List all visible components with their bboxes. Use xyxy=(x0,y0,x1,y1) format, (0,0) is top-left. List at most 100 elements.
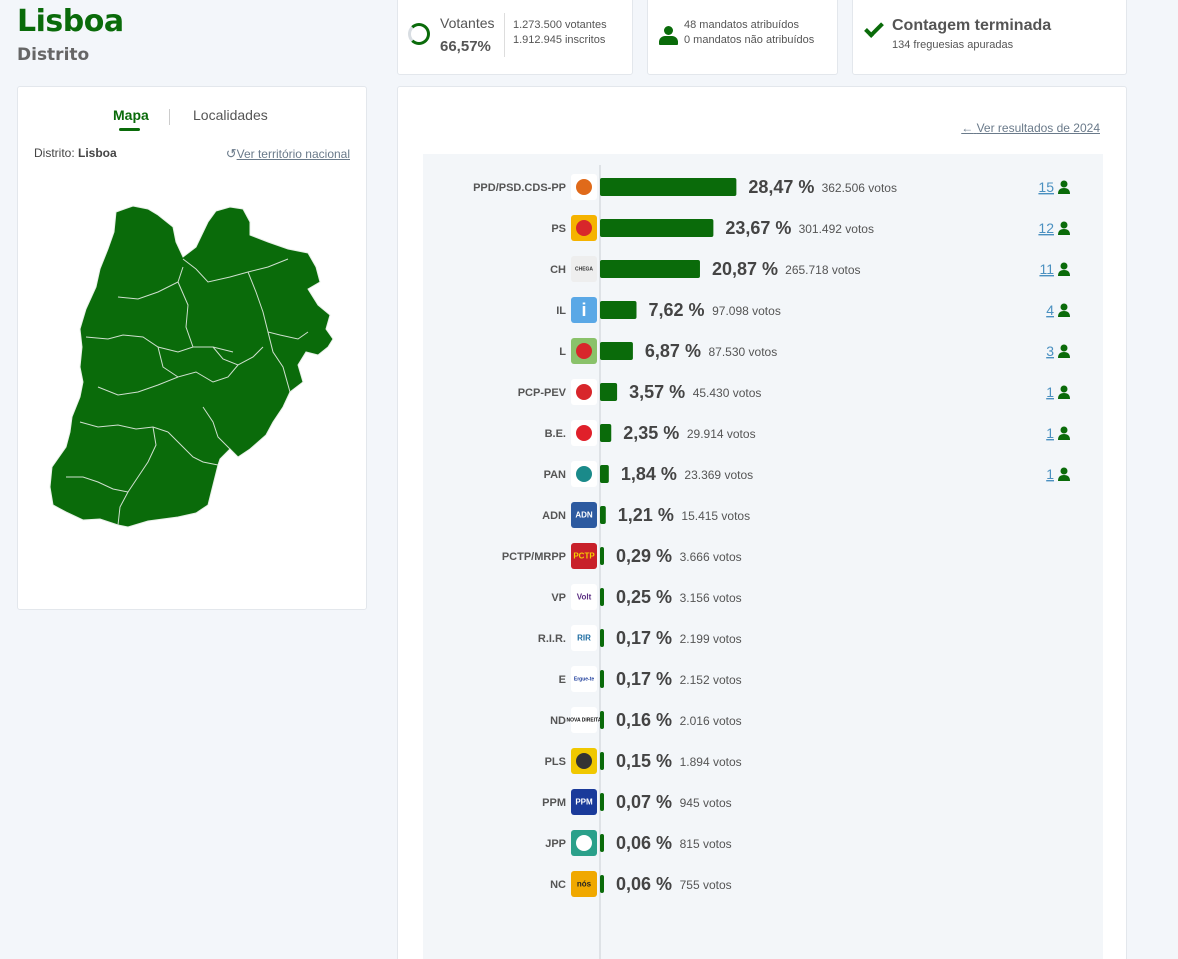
logo-text: Ergue-te xyxy=(574,677,595,683)
votes-label: 45.430 votos xyxy=(693,386,762,400)
party-label: JPP xyxy=(545,838,566,850)
chega-logo xyxy=(571,256,597,282)
pctp-mrpp-logo xyxy=(571,543,597,569)
votes-label: 3.156 votos xyxy=(680,591,742,605)
result-bar xyxy=(600,506,606,524)
person-icon xyxy=(1060,344,1068,352)
check-icon xyxy=(864,18,884,38)
party-label: PS xyxy=(551,223,566,235)
previous-results-link[interactable]: ← Ver resultados de 2024 xyxy=(961,121,1100,135)
person-icon xyxy=(1058,229,1070,235)
result-bar xyxy=(600,547,604,565)
party-label: L xyxy=(559,346,566,358)
percent-label: 1,21 % xyxy=(618,505,674,525)
logo-mark xyxy=(576,343,592,359)
party-label: CH xyxy=(550,264,566,276)
percent-label: 7,62 % xyxy=(648,300,704,320)
percent-label: 0,16 % xyxy=(616,710,672,730)
count-status-card: Contagem terminada 134 freguesias apurad… xyxy=(852,0,1127,75)
votes-label: 97.098 votos xyxy=(712,304,781,318)
percent-label: 28,47 % xyxy=(748,177,814,197)
seats-assigned: 48 mandatos atribuídos xyxy=(684,19,799,31)
result-bar xyxy=(600,260,700,278)
person-icon xyxy=(1058,393,1070,399)
page-subtitle: Distrito xyxy=(17,45,90,65)
party-label: PCP-PEV xyxy=(518,387,567,399)
result-bar xyxy=(600,629,604,647)
national-territory-link[interactable]: ↺Ver território nacional xyxy=(226,146,350,162)
logo-mark xyxy=(576,425,592,441)
district-map[interactable] xyxy=(18,187,368,547)
result-bar xyxy=(600,219,714,237)
votes-label: 1.894 votos xyxy=(680,755,742,769)
votes-label: 2.199 votos xyxy=(680,632,742,646)
party-label: IL xyxy=(556,305,566,317)
seats-link[interactable]: 15 xyxy=(1038,179,1054,195)
seats-link[interactable]: 1 xyxy=(1046,384,1054,400)
votes-label: 815 votos xyxy=(680,837,732,851)
seats-link[interactable]: 4 xyxy=(1046,302,1054,318)
votes-label: 301.492 votos xyxy=(799,222,874,236)
logo-mark xyxy=(576,835,592,851)
count-status-sub: 134 freguesias apuradas xyxy=(892,39,1014,51)
votes-label: 945 votos xyxy=(680,796,732,810)
seats-link[interactable]: 3 xyxy=(1046,343,1054,359)
percent-label: 6,87 % xyxy=(645,341,701,361)
logo-text: ADN xyxy=(575,511,593,520)
voters-count: 1.273.500 votantes xyxy=(513,19,607,31)
turnout-label: Votantes xyxy=(440,15,495,31)
logo-text: i xyxy=(581,300,586,320)
party-label: PCTP/MRPP xyxy=(502,551,566,563)
result-bar xyxy=(600,465,609,483)
person-icon xyxy=(1060,385,1068,393)
party-label: PPM xyxy=(542,797,566,809)
party-label: PPD/PSD.CDS-PP xyxy=(473,182,566,194)
national-link-label: Ver território nacional xyxy=(236,147,350,161)
logo-text: PPM xyxy=(575,798,593,807)
person-icon xyxy=(1060,180,1068,188)
tab-divider xyxy=(169,109,170,125)
seats-link[interactable]: 11 xyxy=(1039,261,1054,277)
percent-label: 0,17 % xyxy=(616,628,672,648)
active-tab-indicator xyxy=(119,128,140,131)
votes-label: 2.016 votos xyxy=(680,714,742,728)
percent-label: 20,87 % xyxy=(712,259,778,279)
person-icon xyxy=(1058,270,1070,276)
result-bar xyxy=(600,383,618,401)
map-panel: Mapa Localidades Distrito: Lisboa ↺Ver t… xyxy=(17,86,367,610)
logo-text: PCTP xyxy=(573,552,595,561)
person-icon xyxy=(1060,467,1068,475)
person-icon xyxy=(1058,352,1070,358)
party-label: VP xyxy=(551,592,566,604)
logo-mark xyxy=(576,384,592,400)
turnout-progress-icon xyxy=(408,23,430,45)
seats-unassigned: 0 mandatos não atribuídos xyxy=(684,34,815,46)
result-bar xyxy=(600,834,604,852)
logo-mark xyxy=(576,753,592,769)
tab-localidades[interactable]: Localidades xyxy=(193,107,268,123)
votes-label: 2.152 votos xyxy=(680,673,742,687)
person-icon xyxy=(1060,262,1068,270)
percent-label: 0,29 % xyxy=(616,546,672,566)
percent-label: 2,35 % xyxy=(623,423,679,443)
percent-label: 1,84 % xyxy=(621,464,677,484)
logo-mark xyxy=(576,179,592,195)
seats-link[interactable]: 1 xyxy=(1046,425,1054,441)
ppm-logo xyxy=(571,789,597,815)
person-icon xyxy=(1058,475,1070,481)
result-bar xyxy=(600,178,737,196)
seats-link[interactable]: 12 xyxy=(1038,220,1054,236)
seats-link[interactable]: 1 xyxy=(1046,466,1054,482)
seats-card: 48 mandatos atribuídos 0 mandatos não at… xyxy=(647,0,838,75)
arrow-left-icon: ← xyxy=(961,121,974,135)
logo-text: RIR xyxy=(577,634,591,643)
tab-mapa[interactable]: Mapa xyxy=(113,107,149,123)
votes-label: 362.506 votos xyxy=(822,181,897,195)
result-bar xyxy=(600,301,637,319)
votes-label: 29.914 votos xyxy=(687,427,756,441)
turnout-card: Votantes 66,57% 1.273.500 votantes 1.912… xyxy=(397,0,633,75)
district-shape xyxy=(49,205,334,528)
count-status-title: Contagem terminada xyxy=(892,17,1052,34)
district-label: Distrito: xyxy=(34,146,75,160)
result-bar xyxy=(600,875,604,893)
